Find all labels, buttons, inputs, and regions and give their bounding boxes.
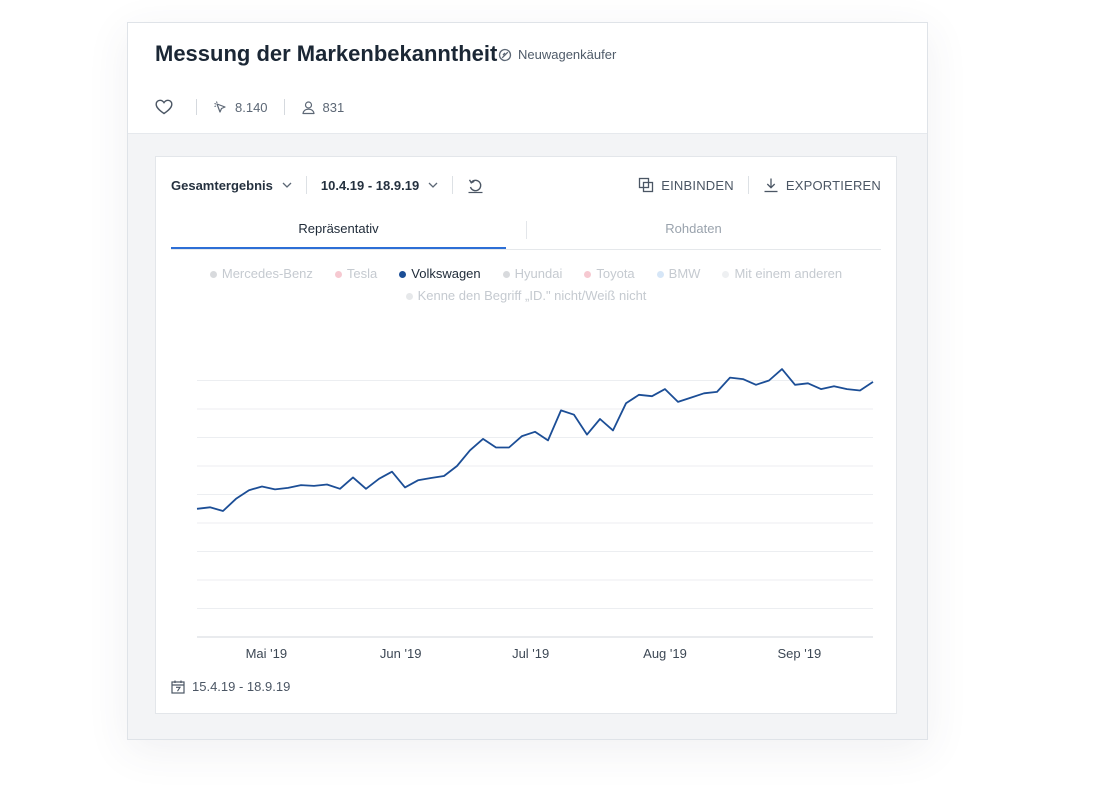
tag-icon <box>498 48 512 61</box>
series-line-volkswagen <box>196 368 874 512</box>
x-tick-label: Jul '19 <box>512 646 549 661</box>
stats-row: 8.140 831 <box>155 99 344 115</box>
legend-dot <box>399 270 407 278</box>
data-date-range: 15.4.19 - 18.9.19 <box>171 679 290 694</box>
tab-raw-data[interactable]: Rohdaten <box>665 221 722 236</box>
chart-legend: Mercedes-Benz Tesla Volkswagen Hyundai Toyot… <box>156 263 896 307</box>
legend-item[interactable]: BMW <box>656 263 701 285</box>
data-date-range-label: 15.4.19 - 18.9.19 <box>192 679 291 694</box>
legend-item[interactable]: Volkswagen <box>399 263 481 285</box>
legend-dot <box>584 270 592 278</box>
legend-dot <box>334 270 342 278</box>
undo-icon <box>468 178 483 193</box>
legend-item[interactable]: Tesla <box>334 263 378 285</box>
heart-icon <box>155 99 173 115</box>
line-chart: Mai '19 Jun '19 Jul '19 Aug '19 Sep '19 <box>196 368 874 661</box>
legend-dot <box>502 270 510 278</box>
legend-label: Mercedes-Benz <box>221 266 313 281</box>
divider <box>452 176 454 194</box>
chart-panel: Gesamtergebnis 10.4.19 - 18.9.19 EINBIND… <box>155 156 897 714</box>
legend-label: Tesla <box>346 266 378 281</box>
legend-item[interactable]: Kenne den Begriff „ID." nicht/Weiß nicht <box>405 285 647 307</box>
segment-dropdown-label: Gesamtergebnis <box>171 177 273 193</box>
legend-label: Toyota <box>596 266 635 281</box>
card-header: Messung der Markenbekanntheit Neuwagenkä… <box>128 23 927 134</box>
divider <box>283 99 285 115</box>
legend-dot <box>405 292 413 300</box>
user-icon <box>301 100 315 114</box>
divider <box>196 99 197 115</box>
audience-tag-label: Neuwagenkäufer <box>518 47 617 62</box>
cursor-click-icon <box>214 100 226 113</box>
chart-toolbar: Gesamtergebnis 10.4.19 - 18.9.19 EINBIND… <box>171 173 881 197</box>
tab-representative[interactable]: Repräsentativ <box>171 215 506 249</box>
page-title: Messung der Markenbekanntheit <box>155 41 498 66</box>
toolbar-actions: EINBINDEN EXPORTIEREN <box>638 173 881 197</box>
chevron-down-icon <box>282 182 292 188</box>
legend-label: BMW <box>668 266 701 281</box>
reset-button[interactable] <box>467 177 484 194</box>
embed-button[interactable]: EINBINDEN <box>638 177 734 193</box>
export-button[interactable]: EXPORTIEREN <box>763 177 881 193</box>
x-tick-label: Aug '19 <box>643 646 687 661</box>
clicks-count: 8.140 <box>235 99 268 115</box>
embed-button-label: EINBINDEN <box>661 177 734 193</box>
legend-label: Volkswagen <box>411 266 481 281</box>
legend-dot <box>722 270 730 278</box>
like-button[interactable] <box>155 99 180 115</box>
chevron-down-icon <box>428 182 438 188</box>
calendar-icon <box>171 680 185 694</box>
legend-label: Mit einem anderen <box>734 266 843 281</box>
view-tabs: Repräsentativ Rohdaten <box>171 215 881 250</box>
export-button-label: EXPORTIEREN <box>785 177 881 193</box>
clicks-stat: 8.140 <box>213 100 268 115</box>
legend-row: Kenne den Begriff „ID." nicht/Weiß nicht <box>156 285 896 307</box>
download-icon <box>764 178 778 193</box>
date-range-label: 10.4.19 - 18.9.19 <box>320 177 420 193</box>
respondents-stat: 831 <box>301 99 345 115</box>
embed-icon <box>639 177 654 193</box>
date-range-dropdown[interactable]: 10.4.19 - 18.9.19 <box>321 178 438 193</box>
legend-dot <box>209 270 217 278</box>
legend-item[interactable]: Toyota <box>584 263 635 285</box>
legend-item[interactable]: Mercedes-Benz <box>209 263 313 285</box>
legend-item[interactable]: Mit einem anderen <box>722 263 842 285</box>
x-tick-label: Sep '19 <box>777 646 821 661</box>
legend-item[interactable]: Hyundai <box>502 263 563 285</box>
legend-row: Mercedes-Benz Tesla Volkswagen Hyundai Toyot… <box>156 263 896 285</box>
legend-label: Hyundai <box>514 266 563 281</box>
legend-label: Kenne den Begriff „ID." nicht/Weiß nicht <box>417 288 647 303</box>
audience-tag[interactable]: Neuwagenkäufer <box>498 47 616 62</box>
divider <box>526 221 527 239</box>
segment-dropdown[interactable]: Gesamtergebnis <box>171 178 292 193</box>
respondents-count: 831 <box>322 99 345 115</box>
legend-dot <box>656 270 664 278</box>
x-tick-label: Mai '19 <box>246 646 288 661</box>
divider <box>305 176 307 194</box>
x-tick-label: Jun '19 <box>380 646 422 661</box>
divider <box>747 176 749 194</box>
survey-card: Messung der Markenbekanntheit Neuwagenkä… <box>127 22 928 740</box>
